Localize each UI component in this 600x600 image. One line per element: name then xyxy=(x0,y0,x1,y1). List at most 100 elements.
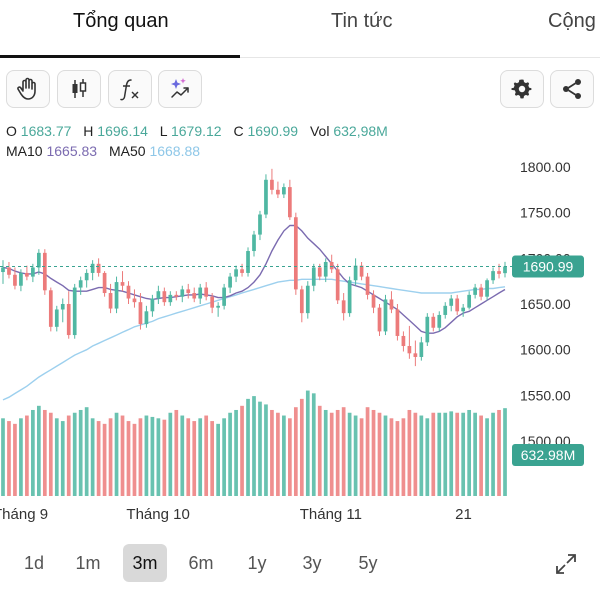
candle-body xyxy=(353,265,358,281)
volume-value: 632,98M xyxy=(333,123,388,139)
candle-body xyxy=(311,267,316,286)
settings-button[interactable] xyxy=(500,70,544,108)
candle-body xyxy=(60,304,65,310)
range-3m-button[interactable]: 3m xyxy=(123,544,167,582)
volume-bar xyxy=(48,412,53,496)
candle-body xyxy=(264,179,268,215)
y-tick-label: 1550.00 xyxy=(520,387,571,403)
volume-bar xyxy=(341,407,346,496)
range-1y-button[interactable]: 1y xyxy=(247,552,267,573)
range-selector: 1d 1m 3m 6m 1y 3y 5y xyxy=(0,540,600,586)
chart-toolbar xyxy=(0,70,600,110)
volume-bar xyxy=(288,418,292,496)
candle-body xyxy=(335,269,340,301)
candle-body xyxy=(431,316,436,328)
ai-analysis-button[interactable] xyxy=(158,70,202,108)
ma-readout: MA10 1665.83 MA50 1668.88 xyxy=(6,143,208,159)
range-1m-button[interactable]: 1m xyxy=(75,552,101,573)
candle-body xyxy=(216,305,220,308)
tab-community[interactable]: Cộng xyxy=(548,10,596,32)
candle-body xyxy=(144,311,149,325)
range-3y-button[interactable]: 3y xyxy=(302,552,322,573)
candle-body xyxy=(503,266,507,274)
candle-body xyxy=(7,267,11,275)
candle-body xyxy=(222,287,226,306)
candle-body xyxy=(497,271,501,274)
volume-bar xyxy=(216,423,220,496)
gear-icon xyxy=(511,79,532,99)
candle-body xyxy=(192,293,197,299)
range-5y-button[interactable]: 5y xyxy=(358,552,378,573)
candle-body xyxy=(174,294,179,297)
volume-bar xyxy=(461,412,466,496)
share-button[interactable] xyxy=(550,70,594,108)
tab-overview[interactable]: Tổng quan xyxy=(73,10,169,32)
ma10-value: 1665.83 xyxy=(46,143,98,159)
draw-tool-button[interactable] xyxy=(6,70,50,108)
volume-bar xyxy=(359,418,364,496)
candle-body xyxy=(258,214,262,235)
candle-body xyxy=(383,299,388,332)
volume-bar xyxy=(401,418,406,496)
volume-bar xyxy=(252,396,256,496)
hand-icon xyxy=(17,77,36,100)
price-chart[interactable]: 1800.001750.001700.001650.001600.001550.… xyxy=(0,155,600,525)
volume-bar xyxy=(228,412,232,496)
chart-type-button[interactable] xyxy=(57,70,101,108)
volume-bar xyxy=(479,415,483,496)
volume-bar xyxy=(138,418,143,496)
candle-body xyxy=(425,316,430,343)
volume-bar xyxy=(383,415,388,496)
candle-body xyxy=(252,234,256,252)
candle-body xyxy=(156,291,161,299)
range-1d-button[interactable]: 1d xyxy=(23,552,45,573)
candle-body xyxy=(276,189,280,195)
ma50-label: MA50 xyxy=(108,143,146,159)
volume-bar xyxy=(180,415,185,496)
low-label: L xyxy=(159,123,168,139)
candle-body xyxy=(31,267,35,277)
open-value: 1683.77 xyxy=(20,123,72,139)
volume-bar xyxy=(258,401,262,496)
volume-bar xyxy=(114,412,119,496)
candle-body xyxy=(449,298,454,306)
candle-body xyxy=(359,265,364,277)
x-tick-label: 21 xyxy=(455,506,472,523)
tab-bar: Tổng quan Tin tức Cộng xyxy=(0,0,600,58)
volume-label: Vol xyxy=(309,123,330,139)
volume-bar xyxy=(150,416,155,496)
indicators-button[interactable] xyxy=(108,70,152,108)
volume-bar xyxy=(78,409,83,496)
high-label: H xyxy=(83,123,94,139)
x-tick-label: Tháng 9 xyxy=(0,506,48,523)
candle-body xyxy=(132,298,137,303)
candle-body xyxy=(36,252,41,268)
candlestick-icon xyxy=(72,79,87,98)
candle-body xyxy=(66,304,71,336)
candle-body xyxy=(347,280,352,314)
volume-bar xyxy=(13,423,17,496)
function-icon xyxy=(120,79,139,101)
candle-body xyxy=(305,285,310,314)
candle-body xyxy=(19,272,23,286)
candle-body xyxy=(365,276,370,295)
candle-body xyxy=(270,179,274,190)
candle-body xyxy=(198,287,203,299)
candle-body xyxy=(240,269,244,273)
volume-bar xyxy=(84,407,89,496)
range-6m-button[interactable]: 6m xyxy=(188,552,214,573)
expand-icon[interactable] xyxy=(552,550,580,578)
volume-bar xyxy=(246,398,250,496)
volume-bar xyxy=(497,409,501,496)
volume-bar xyxy=(60,421,65,496)
volume-bar xyxy=(437,412,442,496)
tab-news[interactable]: Tin tức xyxy=(331,10,393,32)
candle-body xyxy=(210,296,215,308)
volume-bar xyxy=(1,418,5,496)
candle-body xyxy=(437,314,442,328)
ma10-line xyxy=(2,224,506,334)
candle-body xyxy=(48,290,53,327)
volume-bar xyxy=(42,409,47,496)
volume-bar xyxy=(389,418,394,496)
candle-body xyxy=(293,217,298,290)
